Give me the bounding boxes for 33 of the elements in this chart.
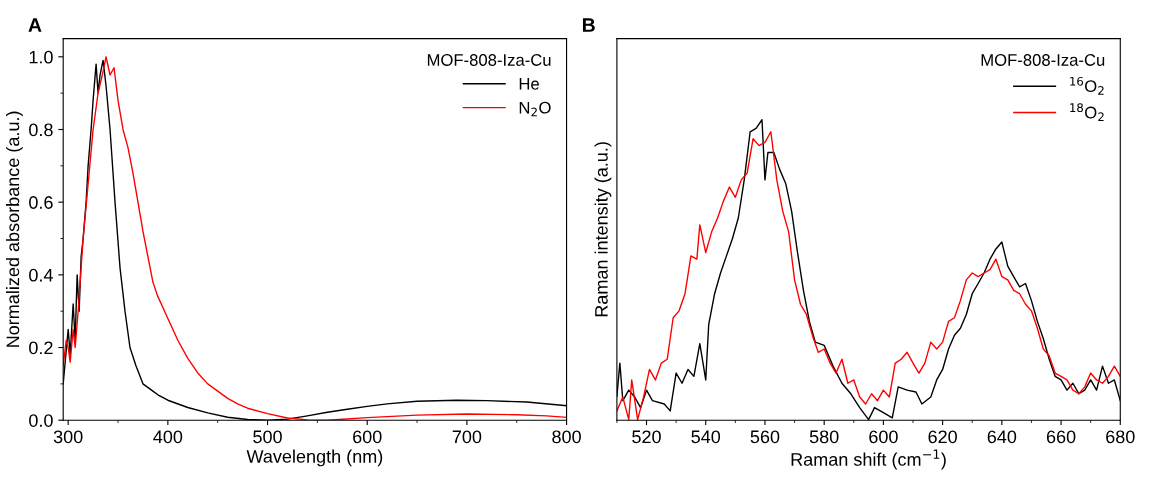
x-tick-label: 300 (53, 430, 83, 444)
y-tick-label: 1.0 (29, 50, 53, 64)
x-tick-label: 400 (153, 430, 183, 444)
legend-title: MOF-808-Iza-Cu (981, 54, 1105, 66)
y-tick-label: 0.8 (29, 123, 53, 137)
x-tick-label: 640 (987, 430, 1017, 444)
legend-label: He (519, 78, 539, 90)
x-tick-label: 580 (809, 430, 839, 444)
text: A (28, 18, 42, 32)
x-tick-label: 540 (691, 430, 721, 444)
x-tick-label: 800 (552, 430, 581, 444)
x-tick-label: 600 (869, 430, 898, 444)
x-tick-label: 620 (928, 430, 957, 444)
x-tick-label: 600 (353, 430, 382, 444)
x-tick-label: 680 (1106, 430, 1135, 444)
legend-label: $^{18}$O$_{2}$ (1070, 103, 1104, 121)
y-axis-title: Normalized absorbance (a.u.) (5, 111, 23, 347)
y-axis-title: Raman intensity (a.u.) (594, 142, 612, 317)
x-tick-label: 700 (452, 430, 482, 444)
x-tick-label: 520 (632, 430, 661, 444)
legend-title: MOF-808-Iza-Cu (427, 54, 551, 66)
x-tick-label: 660 (1046, 430, 1076, 444)
y-tick-label: 0.0 (29, 414, 53, 427)
y-tick-label: 0.2 (29, 341, 53, 355)
y-tick-label: 0.4 (29, 268, 53, 282)
y-tick-label: 0.6 (29, 196, 53, 209)
x-tick-label: 560 (750, 430, 780, 444)
x-axis-title: Raman shift (cm$^{−1}$) (791, 449, 946, 470)
legend-label: $^{16}$O$_{2}$ (1070, 76, 1104, 95)
x-axis-title: Wavelength (nm) (246, 449, 383, 467)
legend-label: N$_{2}$O (519, 101, 551, 117)
x-tick-label: 500 (253, 430, 282, 444)
text: B (582, 18, 595, 32)
